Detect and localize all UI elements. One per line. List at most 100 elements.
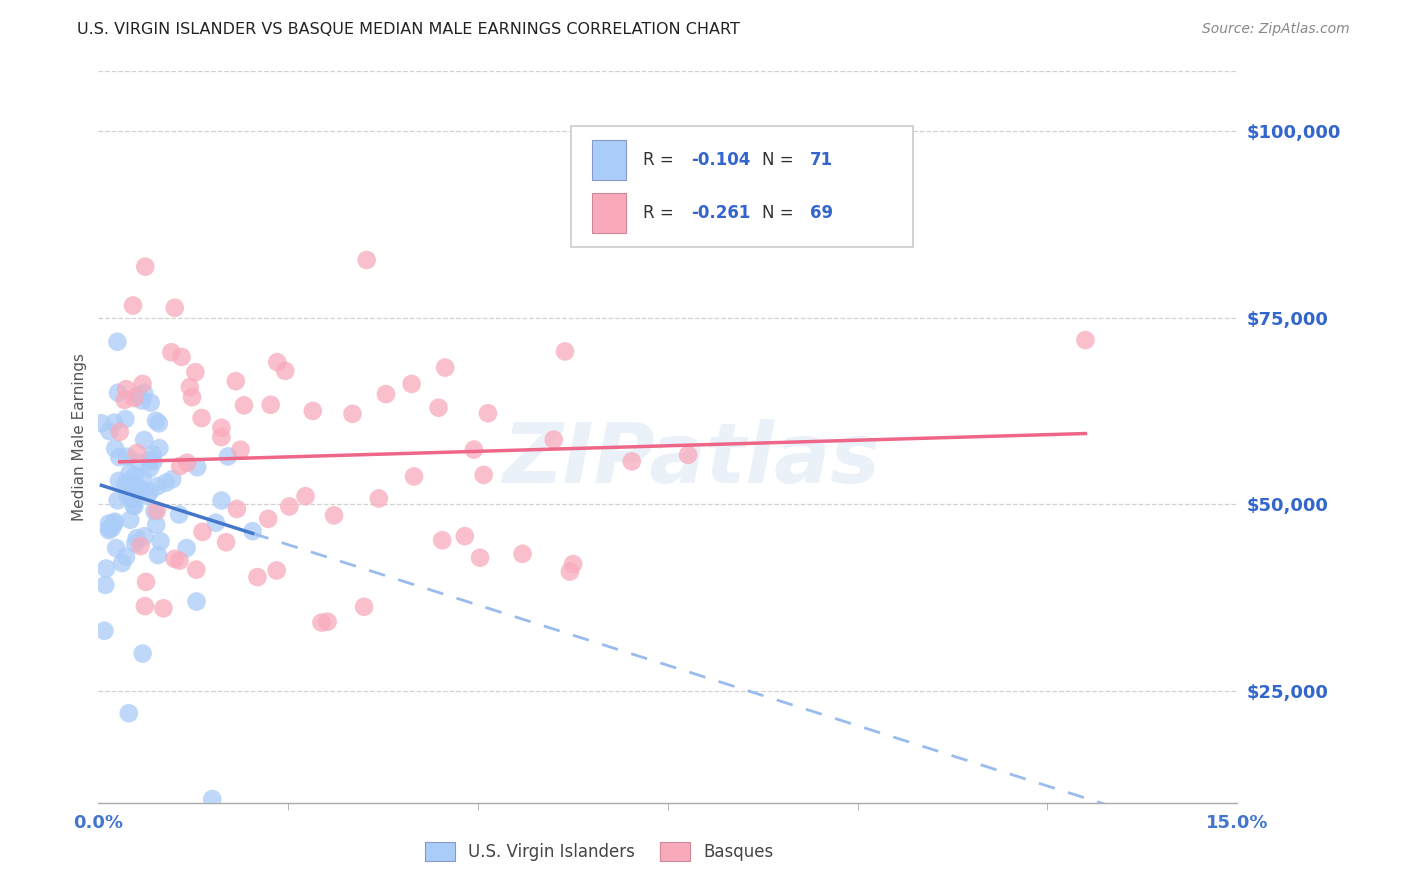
FancyBboxPatch shape <box>592 193 626 233</box>
Y-axis label: Median Male Earnings: Median Male Earnings <box>72 353 87 521</box>
Point <box>278 500 301 514</box>
Point <box>1074 333 1097 347</box>
Point <box>124 468 146 483</box>
Point <box>155 475 177 490</box>
Point <box>134 529 156 543</box>
Point <box>294 489 316 503</box>
Point <box>115 382 138 396</box>
Point <box>375 387 398 401</box>
Point <box>115 549 138 564</box>
Point <box>131 376 153 391</box>
Point <box>96 561 118 575</box>
Point <box>114 476 136 491</box>
Point <box>146 548 169 562</box>
Point <box>131 470 153 484</box>
Point <box>266 564 288 578</box>
Point <box>149 534 172 549</box>
Point <box>105 541 128 555</box>
Point <box>108 425 131 439</box>
Point <box>184 365 207 379</box>
Point <box>98 424 121 438</box>
Point <box>122 499 145 513</box>
Point <box>134 260 156 274</box>
Point <box>146 503 169 517</box>
Point <box>97 523 120 537</box>
Point <box>103 516 125 530</box>
Point <box>131 647 153 661</box>
FancyBboxPatch shape <box>571 126 912 247</box>
Point <box>163 301 186 315</box>
Point <box>323 508 346 523</box>
Point <box>94 578 117 592</box>
Text: -0.104: -0.104 <box>690 151 749 169</box>
Point <box>260 398 283 412</box>
Point <box>176 541 198 555</box>
Point <box>104 515 127 529</box>
Point <box>136 489 159 503</box>
Point <box>581 199 603 213</box>
Point <box>132 385 155 400</box>
Point <box>143 504 166 518</box>
Point <box>108 450 131 465</box>
Point <box>176 456 198 470</box>
Point <box>118 466 141 480</box>
Text: N =: N = <box>762 204 799 222</box>
Point <box>104 442 127 456</box>
Point <box>98 522 121 536</box>
Point <box>191 524 214 539</box>
Point <box>139 395 162 409</box>
Point <box>204 516 226 530</box>
Point <box>169 458 191 473</box>
Point <box>134 433 156 447</box>
Point <box>93 624 115 638</box>
Point <box>124 536 146 550</box>
Point <box>472 467 495 482</box>
Point <box>134 599 156 614</box>
Point <box>342 407 364 421</box>
Point <box>118 476 141 491</box>
Point <box>454 529 477 543</box>
Point <box>225 374 247 388</box>
Point <box>160 345 183 359</box>
Point <box>211 493 233 508</box>
Point <box>142 447 165 461</box>
Point <box>190 411 212 425</box>
Point <box>120 513 142 527</box>
Text: U.S. VIRGIN ISLANDER VS BASQUE MEDIAN MALE EARNINGS CORRELATION CHART: U.S. VIRGIN ISLANDER VS BASQUE MEDIAN MA… <box>77 22 740 37</box>
Point <box>127 480 149 494</box>
Point <box>477 406 499 420</box>
Point <box>142 454 165 468</box>
Point <box>107 493 129 508</box>
Point <box>186 594 208 608</box>
Legend: U.S. Virgin Islanders, Basques: U.S. Virgin Islanders, Basques <box>419 835 780 868</box>
Point <box>117 489 139 503</box>
Point <box>512 547 534 561</box>
Point <box>170 350 193 364</box>
Point <box>135 574 157 589</box>
Point <box>111 556 134 570</box>
Text: ZIPatlas: ZIPatlas <box>502 418 880 500</box>
Text: 69: 69 <box>810 204 834 222</box>
Point <box>432 533 454 548</box>
Point <box>152 601 174 615</box>
Text: N =: N = <box>762 151 799 169</box>
Point <box>163 551 186 566</box>
Text: 71: 71 <box>810 151 834 169</box>
Point <box>434 360 457 375</box>
Point <box>145 517 167 532</box>
Point <box>108 474 131 488</box>
Point <box>209 421 232 435</box>
Point <box>401 376 423 391</box>
Point <box>122 491 145 506</box>
Point <box>122 391 145 405</box>
Point <box>127 389 149 403</box>
Point <box>181 390 204 404</box>
Point <box>302 404 325 418</box>
Point <box>101 521 124 535</box>
Point <box>229 442 252 457</box>
Point <box>427 401 450 415</box>
Point <box>543 433 565 447</box>
Point <box>107 385 129 400</box>
Point <box>169 554 191 568</box>
Point <box>129 539 152 553</box>
